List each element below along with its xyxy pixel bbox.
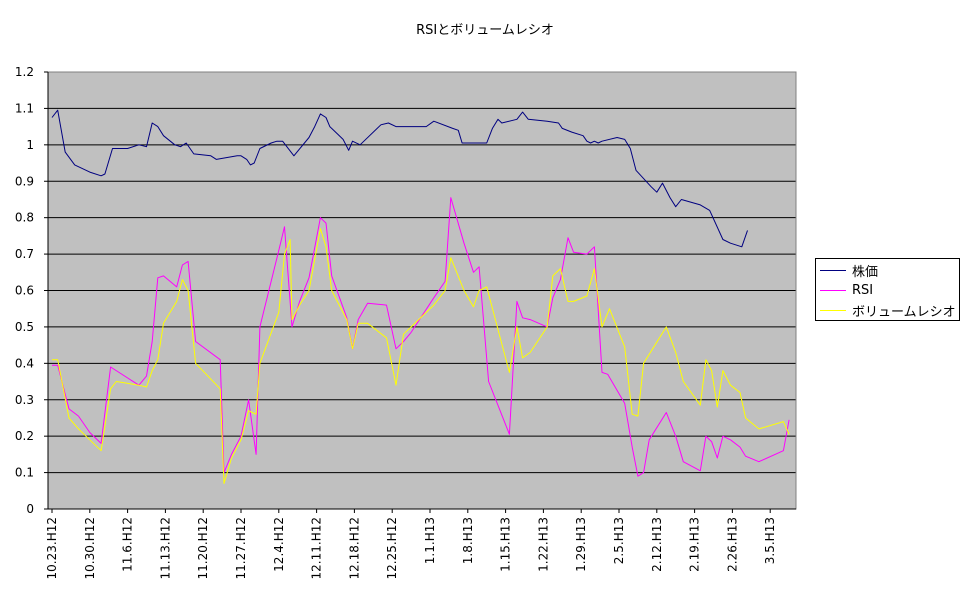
y-tick-label: 0.4 [15,356,34,370]
series-line-rsi [52,197,790,477]
y-tick-label: 0.3 [15,393,34,407]
legend-item-rsi: RSI [820,282,873,298]
x-tick-label: 11.13.H12 [158,517,172,579]
x-tick-label: 10.30.H12 [83,517,97,579]
y-tick-label: 0.1 [15,466,34,480]
legend-label-volume-ratio: ボリュームレシオ [852,304,956,320]
y-tick-label: 0 [26,502,34,516]
series-line-volume-ratio [52,228,790,484]
y-tick-label: 0.9 [15,174,34,188]
legend-swatch-volume-ratio [820,309,846,311]
y-tick-label: 0.7 [15,247,34,261]
legend-label-rsi: RSI [852,282,874,298]
x-tick-label: 12.11.H12 [310,517,324,579]
x-tick-label: 1.22.H13 [536,517,550,572]
y-tick-label: 0.6 [15,284,34,298]
x-tick-label: 12.25.H12 [385,517,399,579]
x-tick-label: 1.8.H13 [461,517,475,564]
y-tick-label: 0.5 [15,320,34,334]
legend-item-volume-ratio: ボリュームレシオ [820,302,956,320]
x-tick-label: 2.19.H13 [688,517,702,572]
x-tick-label: 2.5.H13 [612,517,626,564]
legend-label-kabuka: 株価 [852,264,879,280]
y-tick-label: 1.2 [15,65,34,79]
x-tick-label: 11.6.H12 [121,517,135,572]
y-tick-label: 0.8 [15,211,34,225]
legend-swatch-kabuka [820,269,846,271]
chart-title: RSIとボリュームレシオ [416,23,554,38]
x-tick-label: 12.4.H12 [272,517,286,572]
x-tick-label: 12.18.H12 [347,517,361,579]
x-tick-label: 1.15.H13 [499,517,513,572]
legend-item-kabuka: 株価 [820,262,879,280]
x-tick-label: 11.20.H12 [196,517,210,579]
legend: 株価 RSI ボリュームレシオ [815,258,960,321]
series-lines [51,109,790,484]
series-line-kabuka [51,109,748,248]
x-tick-label: 2.12.H13 [650,517,664,572]
axes [44,71,797,513]
y-tick-label: 1.1 [15,101,34,115]
x-tick-label: 2.26.H13 [725,517,739,572]
x-tick-label: 10.23.H12 [45,517,59,579]
y-tick-label: 0.2 [15,429,34,443]
y-tick-labels: 0 0.1 0.2 0.3 0.4 0.5 0.6 0.7 0.8 0.9 1 1.1 1.2 [15,65,34,516]
x-tick-label: 11.27.H12 [234,517,248,579]
legend-swatch-rsi [820,289,846,291]
x-tick-label: 1.1.H13 [423,517,437,564]
y-tick-label: 1 [26,138,34,152]
x-tick-label: 3.5.H13 [763,517,777,564]
x-tick-label: 1.29.H13 [574,517,588,572]
x-tick-labels: 10.23.H12 10.30.H12 11.6.H12 11.13.H12 11.20… [45,517,777,579]
